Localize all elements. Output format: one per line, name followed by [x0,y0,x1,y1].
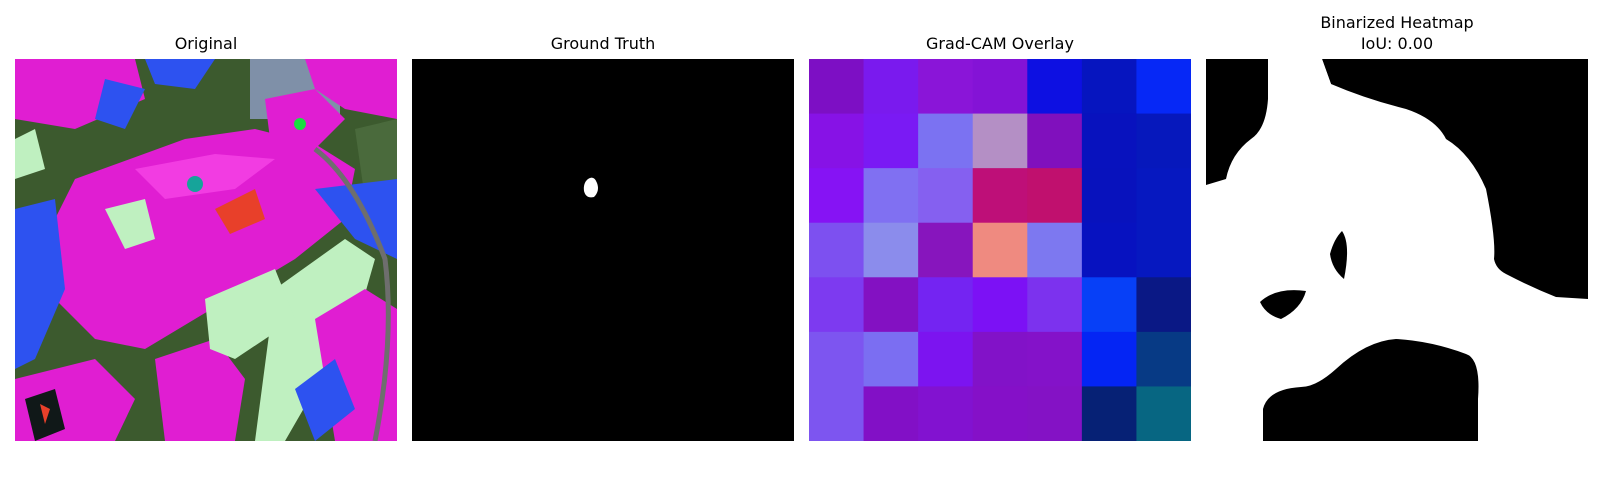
original-image [15,59,397,441]
gradcam-cell [809,113,865,169]
gradcam-cell [809,331,865,387]
gradcam-cell [1081,168,1137,224]
gradcam-cell [1136,59,1191,115]
gradcam-cell [972,59,1028,115]
gradcam-cell [972,277,1028,333]
gradcam-cell [918,113,974,169]
gradcam-overlay-image [809,59,1191,441]
gradcam-cell [863,386,919,441]
panel-title: Binarized Heatmap [1320,13,1474,32]
gradcam-cell [809,277,865,333]
gradcam-cell [1027,222,1083,278]
gradcam-cell [1081,222,1137,278]
gradcam-cell [1136,331,1191,387]
gradcam-cell [918,222,974,278]
gradcam-cell [809,386,865,441]
gradcam-cell [809,168,865,224]
gradcam-cell [918,386,974,441]
gradcam-cell [972,168,1028,224]
gradcam-cell [863,222,919,278]
ground-truth-region [583,177,598,198]
gradcam-cell [972,222,1028,278]
gradcam-cell [1027,59,1083,115]
gradcam-cell [1081,386,1137,441]
panel-title: Ground Truth [550,34,656,53]
gradcam-cell [918,59,974,115]
iou-label: IoU: 0.00 [1360,34,1434,53]
gradcam-cell [1027,386,1083,441]
binarized-heatmap-image [1206,59,1588,441]
panel-title: Grad-CAM Overlay [926,34,1074,53]
gradcam-cell [1027,113,1083,169]
gradcam-cell [1081,331,1137,387]
gradcam-cell [1027,277,1083,333]
gradcam-cell [1136,277,1191,333]
gradcam-cell [918,277,974,333]
gradcam-cell [918,331,974,387]
gradcam-cell [918,168,974,224]
gradcam-cell [809,222,865,278]
gradcam-cell [863,168,919,224]
gradcam-cell [1027,168,1083,224]
gradcam-cell [863,277,919,333]
gradcam-cell [1081,59,1137,115]
gradcam-cell [863,59,919,115]
gradcam-cell [1136,386,1191,441]
gradcam-cell [1136,168,1191,224]
ground-truth-mask [412,59,794,441]
gradcam-cell [972,331,1028,387]
panel-title: Original [174,34,238,53]
gradcam-cell [972,113,1028,169]
gradcam-cell [972,386,1028,441]
gradcam-cell [1027,331,1083,387]
gradcam-cell [1136,113,1191,169]
gradcam-cell [1081,113,1137,169]
gradcam-cell [1081,277,1137,333]
gradcam-cell [1136,222,1191,278]
gradcam-cell [863,331,919,387]
gradcam-cell [863,113,919,169]
gradcam-cell [809,59,865,115]
